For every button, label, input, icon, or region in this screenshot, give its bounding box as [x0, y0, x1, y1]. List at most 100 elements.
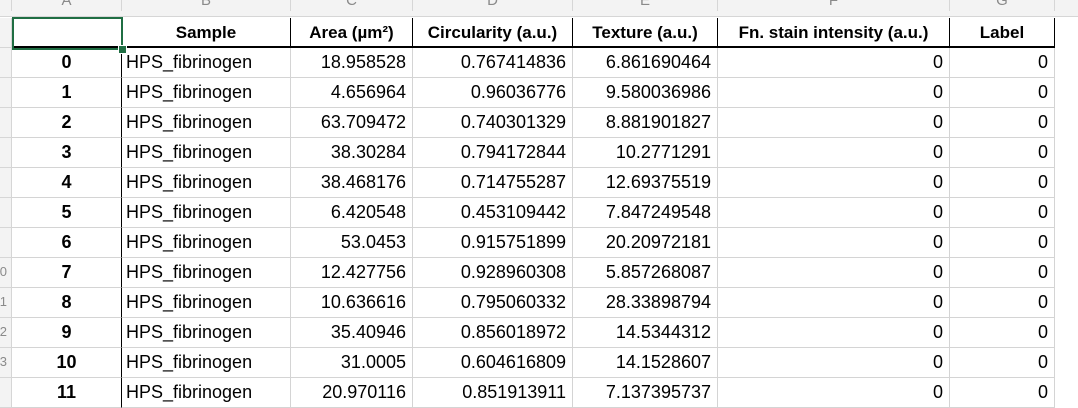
- row-number-7[interactable]: [0, 198, 12, 228]
- corner-select-all[interactable]: [0, 0, 12, 11]
- column-header-cell[interactable]: Label: [950, 18, 1055, 48]
- table-cell[interactable]: 0.604616809: [413, 348, 573, 378]
- row-number-3[interactable]: [0, 78, 12, 108]
- table-cell[interactable]: 38.468176: [291, 168, 413, 198]
- row-index-cell[interactable]: 3: [12, 138, 122, 168]
- table-cell[interactable]: 0: [718, 198, 950, 228]
- column-letter-b[interactable]: B: [122, 0, 291, 11]
- row-index-cell[interactable]: 8: [12, 288, 122, 318]
- table-cell[interactable]: HPS_fibrinogen: [122, 258, 291, 288]
- table-cell[interactable]: 12.69375519: [573, 168, 718, 198]
- table-cell[interactable]: 7.847249548: [573, 198, 718, 228]
- table-cell[interactable]: 18.958528: [291, 48, 413, 78]
- table-cell[interactable]: 0: [718, 78, 950, 108]
- table-cell[interactable]: HPS_fibrinogen: [122, 78, 291, 108]
- table-cell[interactable]: 0.928960308: [413, 258, 573, 288]
- row-number-4[interactable]: [0, 108, 12, 138]
- table-cell[interactable]: 5.857268087: [573, 258, 718, 288]
- column-letter-g[interactable]: G: [950, 0, 1055, 11]
- row-number-9[interactable]: 0: [0, 258, 12, 288]
- table-cell[interactable]: 53.0453: [291, 228, 413, 258]
- table-cell[interactable]: 0: [718, 348, 950, 378]
- table-cell[interactable]: 0.915751899: [413, 228, 573, 258]
- table-cell[interactable]: 35.40946: [291, 318, 413, 348]
- table-cell[interactable]: 0: [950, 228, 1055, 258]
- table-cell[interactable]: 0: [950, 288, 1055, 318]
- table-cell[interactable]: 0: [718, 288, 950, 318]
- table-cell[interactable]: 9.580036986: [573, 78, 718, 108]
- column-letter-f[interactable]: F: [718, 0, 950, 11]
- table-cell[interactable]: 28.33898794: [573, 288, 718, 318]
- table-cell[interactable]: 20.20972181: [573, 228, 718, 258]
- table-cell[interactable]: 14.5344312: [573, 318, 718, 348]
- table-cell[interactable]: 6.420548: [291, 198, 413, 228]
- table-cell[interactable]: 0: [718, 48, 950, 78]
- table-cell[interactable]: HPS_fibrinogen: [122, 318, 291, 348]
- table-cell[interactable]: 0: [950, 78, 1055, 108]
- column-letter-e[interactable]: E: [573, 0, 718, 11]
- row-index-cell[interactable]: 4: [12, 168, 122, 198]
- table-cell[interactable]: 0: [950, 348, 1055, 378]
- column-letter-c[interactable]: C: [291, 0, 413, 11]
- row-index-cell[interactable]: 1: [12, 78, 122, 108]
- table-cell[interactable]: 10.2771291: [573, 138, 718, 168]
- table-cell[interactable]: 0: [950, 108, 1055, 138]
- table-cell[interactable]: HPS_fibrinogen: [122, 348, 291, 378]
- row-number-11[interactable]: 2: [0, 318, 12, 348]
- table-cell[interactable]: 12.427756: [291, 258, 413, 288]
- column-letter-d[interactable]: D: [413, 0, 573, 11]
- table-cell[interactable]: HPS_fibrinogen: [122, 108, 291, 138]
- table-cell[interactable]: 0.856018972: [413, 318, 573, 348]
- table-cell[interactable]: 0: [950, 258, 1055, 288]
- row-number-5[interactable]: [0, 138, 12, 168]
- table-cell[interactable]: 0.795060332: [413, 288, 573, 318]
- table-cell[interactable]: HPS_fibrinogen: [122, 168, 291, 198]
- table-cell[interactable]: 8.881901827: [573, 108, 718, 138]
- table-cell[interactable]: 0: [950, 168, 1055, 198]
- column-header-cell[interactable]: Circularity (a.u.): [413, 18, 573, 48]
- table-cell[interactable]: 31.0005: [291, 348, 413, 378]
- table-cell[interactable]: 0.96036776: [413, 78, 573, 108]
- row-number-6[interactable]: [0, 168, 12, 198]
- row-index-cell[interactable]: 6: [12, 228, 122, 258]
- table-cell[interactable]: 0: [718, 258, 950, 288]
- row-index-cell[interactable]: 9: [12, 318, 122, 348]
- table-cell[interactable]: 0: [950, 138, 1055, 168]
- table-cell[interactable]: 6.861690464: [573, 48, 718, 78]
- column-header-cell[interactable]: Sample: [122, 18, 291, 48]
- table-cell[interactable]: 0: [718, 228, 950, 258]
- row-index-cell[interactable]: 5: [12, 198, 122, 228]
- column-letter-a[interactable]: A: [12, 0, 122, 11]
- table-cell[interactable]: 0: [950, 48, 1055, 78]
- table-cell[interactable]: 14.1528607: [573, 348, 718, 378]
- table-cell[interactable]: 0.794172844: [413, 138, 573, 168]
- table-cell[interactable]: HPS_fibrinogen: [122, 138, 291, 168]
- row-index-cell[interactable]: 10: [12, 348, 122, 378]
- table-cell[interactable]: 0.740301329: [413, 108, 573, 138]
- table-cell[interactable]: HPS_fibrinogen: [122, 48, 291, 78]
- row-number-12[interactable]: 3: [0, 348, 12, 378]
- row-number-8[interactable]: [0, 228, 12, 258]
- row-index-cell[interactable]: 2: [12, 108, 122, 138]
- table-cell[interactable]: 0.767414836: [413, 48, 573, 78]
- row-number-1[interactable]: [0, 18, 12, 48]
- table-cell[interactable]: 0: [950, 318, 1055, 348]
- table-cell[interactable]: 0: [718, 108, 950, 138]
- table-cell[interactable]: 63.709472: [291, 108, 413, 138]
- table-cell[interactable]: 0.453109442: [413, 198, 573, 228]
- row-number-10[interactable]: 1: [0, 288, 12, 318]
- row-index-cell[interactable]: 7: [12, 258, 122, 288]
- column-header-cell[interactable]: Fn. stain intensity (a.u.): [718, 18, 950, 48]
- table-cell[interactable]: 0.714755287: [413, 168, 573, 198]
- active-cell-selection[interactable]: [12, 17, 123, 50]
- table-cell[interactable]: 0: [718, 138, 950, 168]
- table-cell[interactable]: 38.30284: [291, 138, 413, 168]
- table-cell[interactable]: 4.656964: [291, 78, 413, 108]
- column-header-cell[interactable]: Texture (a.u.): [573, 18, 718, 48]
- row-number-2[interactable]: [0, 48, 12, 78]
- table-cell[interactable]: 0: [950, 198, 1055, 228]
- row-index-cell[interactable]: 0: [12, 48, 122, 78]
- fill-handle[interactable]: [118, 45, 127, 54]
- table-cell[interactable]: HPS_fibrinogen: [122, 228, 291, 258]
- table-cell[interactable]: 0: [718, 168, 950, 198]
